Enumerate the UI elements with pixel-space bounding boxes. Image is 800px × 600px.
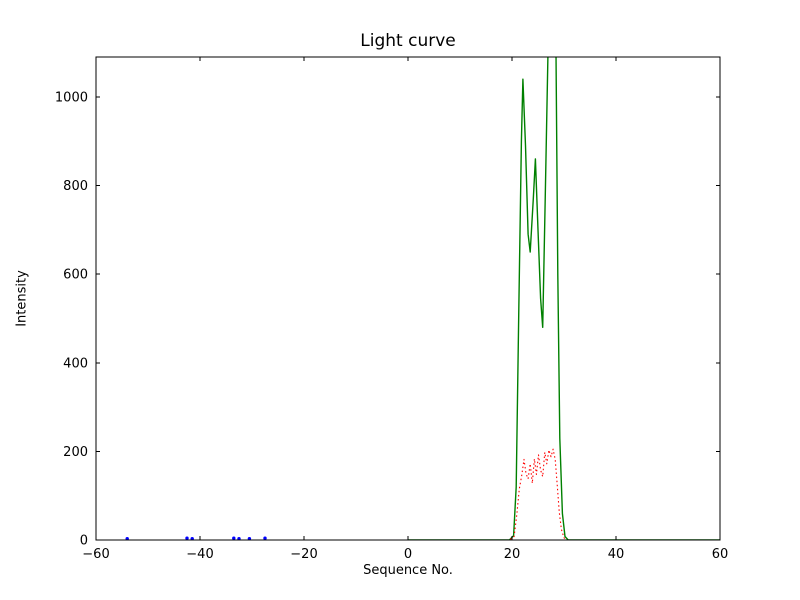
x-tick-label: −60 [82,547,109,562]
y-tick-label: 200 [63,445,88,460]
x-tick-label: 60 [712,547,729,562]
x-tick-label: −20 [290,547,317,562]
series-pre-sequence-blue-markers [125,536,267,540]
x-axis-label: Sequence No. [363,563,453,578]
y-tick-label: 400 [63,356,88,371]
x-tick-label: −40 [186,547,213,562]
y-tick-label: 0 [80,534,88,549]
x-tick-label: 0 [404,547,412,562]
x-tick-label: 20 [504,547,521,562]
series-intensity-green [408,57,720,540]
x-tick-label: 40 [608,547,625,562]
y-tick-label: 600 [63,268,88,283]
plot-border [95,56,721,541]
chart-title: Light curve [360,31,456,51]
y-tick-label: 1000 [55,90,88,105]
y-tick-label: 800 [63,179,88,194]
y-axis-label: Intensity [14,270,30,327]
